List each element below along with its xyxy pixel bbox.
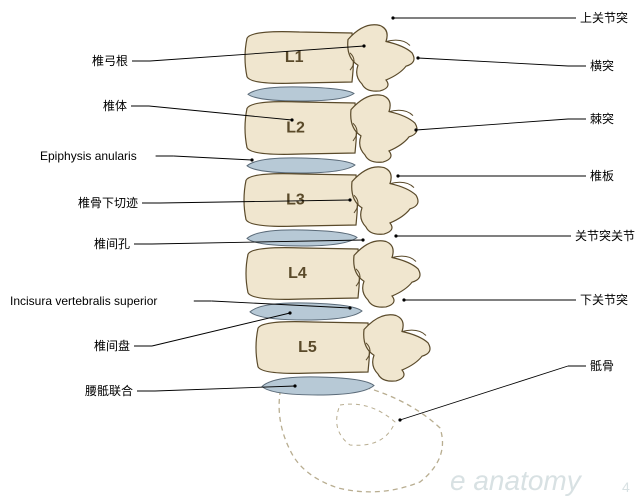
label-left-text-2: Epiphysis anularis bbox=[40, 149, 137, 163]
label-right-dot-5 bbox=[402, 298, 405, 301]
label-right-dot-4 bbox=[394, 234, 397, 237]
label-right-text-3: 椎板 bbox=[590, 168, 614, 183]
vertebra-label-L2: L2 bbox=[286, 119, 305, 136]
watermark-page: 4 bbox=[622, 479, 630, 495]
label-right-text-4: 关节突关节 bbox=[575, 228, 635, 243]
disc-L5-S1 bbox=[262, 377, 374, 395]
vertebra-label-L4: L4 bbox=[288, 265, 307, 282]
label-left-text-7: 腰骶联合 bbox=[85, 383, 133, 398]
label-right-dot-1 bbox=[416, 56, 419, 59]
disc-L1-L2 bbox=[248, 87, 354, 101]
label-right-text-0: 上关节突 bbox=[580, 10, 628, 25]
label-left-text-6: 椎间盘 bbox=[94, 338, 130, 353]
label-left-text-5: Incisura vertebralis superior bbox=[10, 294, 157, 308]
label-left-dot-0 bbox=[362, 44, 365, 47]
label-right-dot-0 bbox=[391, 16, 394, 19]
label-right-text-1: 横突 bbox=[590, 58, 614, 73]
label-right-text-2: 棘突 bbox=[590, 111, 614, 126]
label-left-text-3: 椎骨下切迹 bbox=[78, 195, 138, 210]
label-left-text-1: 椎体 bbox=[103, 98, 127, 113]
label-right-text-5: 下关节突 bbox=[580, 292, 628, 307]
disc-L3-L4 bbox=[247, 230, 357, 246]
watermark-text: e anatomy bbox=[450, 465, 583, 496]
label-right-dot-6 bbox=[398, 418, 401, 421]
label-left-dot-1 bbox=[290, 118, 293, 121]
label-left-dot-7 bbox=[293, 384, 296, 387]
label-right-text-6: 骶骨 bbox=[590, 359, 614, 373]
label-left-text-0: 椎弓根 bbox=[92, 53, 128, 68]
label-right-dot-2 bbox=[414, 128, 417, 131]
label-left-dot-6 bbox=[288, 311, 291, 314]
label-right-dot-3 bbox=[396, 174, 399, 177]
label-left-dot-4 bbox=[361, 238, 364, 241]
label-left-text-4: 椎间孔 bbox=[94, 236, 130, 251]
vertebra-label-L3: L3 bbox=[286, 191, 305, 208]
disc-L2-L3 bbox=[247, 158, 355, 173]
vertebra-label-L5: L5 bbox=[298, 339, 317, 356]
label-left-dot-5 bbox=[348, 306, 351, 309]
label-left-dot-2 bbox=[250, 158, 253, 161]
label-left-dot-3 bbox=[348, 198, 351, 201]
